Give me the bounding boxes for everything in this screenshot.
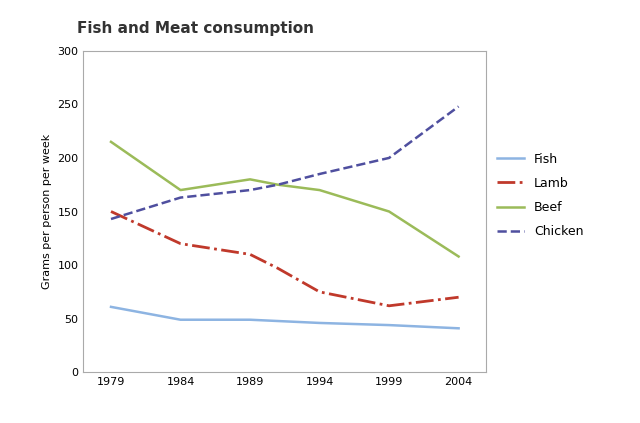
Fish	[107, 304, 115, 309]
Chicken	[246, 187, 254, 192]
Line: Chicken: Chicken	[111, 107, 459, 219]
Beef	[316, 187, 323, 192]
Fish	[385, 323, 393, 328]
Fish	[316, 320, 323, 325]
Chicken	[385, 155, 393, 160]
Line: Beef: Beef	[111, 142, 459, 256]
Beef	[455, 254, 463, 259]
Lamb	[177, 241, 184, 246]
Chicken	[455, 104, 463, 109]
Chicken	[107, 217, 115, 222]
Beef	[385, 209, 393, 214]
Line: Lamb: Lamb	[111, 212, 459, 306]
Lamb	[107, 209, 115, 214]
Chicken	[274, 182, 282, 187]
Fish	[177, 317, 184, 322]
Y-axis label: Grams per person per week: Grams per person per week	[42, 134, 52, 289]
Fish	[455, 326, 463, 331]
Beef	[274, 182, 282, 187]
Lamb	[385, 303, 393, 308]
Legend: Fish, Lamb, Beef, Chicken: Fish, Lamb, Beef, Chicken	[497, 153, 584, 238]
Lamb	[274, 266, 282, 271]
Chicken	[177, 195, 184, 200]
Lamb	[455, 295, 463, 300]
Text: Fish and Meat consumption: Fish and Meat consumption	[77, 21, 314, 36]
Line: Fish: Fish	[111, 307, 459, 328]
Beef	[107, 139, 115, 144]
Lamb	[246, 252, 254, 257]
Fish	[246, 317, 254, 322]
Chicken	[316, 171, 323, 176]
Beef	[246, 177, 254, 182]
Beef	[177, 187, 184, 192]
Lamb	[316, 289, 323, 294]
